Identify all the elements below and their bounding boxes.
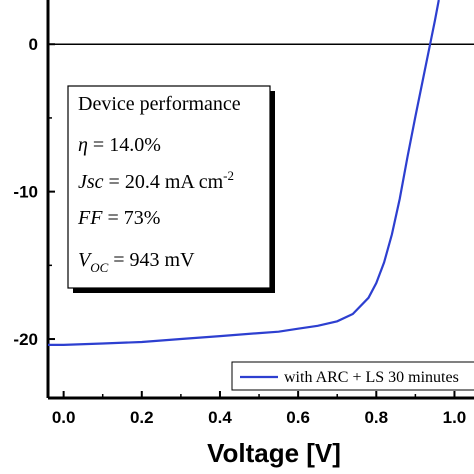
jsc-label: Jsc bbox=[78, 171, 104, 193]
y-tick-label: -20 bbox=[13, 330, 38, 349]
x-tick-label: 1.0 bbox=[443, 408, 467, 427]
legend-label: with ARC + LS 30 minutes bbox=[284, 369, 459, 386]
voc-label: V bbox=[78, 249, 93, 271]
voc-value: = 943 mV bbox=[108, 249, 195, 271]
x-tick-label: 0.2 bbox=[130, 408, 154, 427]
device-performance-box-shadow-bottom bbox=[73, 288, 275, 293]
device-performance-box-frame bbox=[67, 85, 271, 289]
y-tick-label: -10 bbox=[13, 183, 38, 202]
efficiency-label: η bbox=[78, 134, 88, 156]
device-performance-box-shadow bbox=[270, 91, 275, 293]
efficiency-value: = 14.0% bbox=[88, 134, 161, 156]
jsc-exponent: -2 bbox=[223, 168, 234, 183]
annotation-title: Device performance bbox=[78, 93, 241, 115]
x-tick-label: 0.4 bbox=[208, 408, 232, 427]
x-tick-label: 0.8 bbox=[364, 408, 388, 427]
x-tick-label: 0.6 bbox=[286, 408, 310, 427]
annotation-voc: VOC = 943 mV bbox=[78, 249, 195, 275]
x-axis-title: Voltage [V] bbox=[207, 438, 341, 468]
annotation-ff: FF = 73% bbox=[77, 207, 160, 229]
voc-subscript: OC bbox=[90, 260, 108, 275]
ff-value: = 73% bbox=[102, 207, 160, 229]
annotation-efficiency: η = 14.0% bbox=[78, 134, 161, 156]
x-tick-label: 0.0 bbox=[52, 408, 76, 427]
jsc-value: = 20.4 mA cm bbox=[104, 171, 224, 193]
legend: with ARC + LS 30 minutes bbox=[231, 361, 474, 391]
y-axis-ticks: 0 -10 -20 bbox=[13, 35, 55, 349]
series-line bbox=[48, 0, 440, 346]
device-performance-box: Device performance η = 14.0% Jsc = 20.4 … bbox=[67, 85, 275, 293]
ff-label: FF bbox=[77, 207, 103, 229]
annotation-jsc: Jsc = 20.4 mA cm-2 bbox=[78, 168, 234, 193]
x-axis-ticks: 0.0 0.2 0.4 0.6 0.8 1.0 bbox=[52, 391, 466, 427]
y-tick-label: 0 bbox=[29, 35, 38, 54]
